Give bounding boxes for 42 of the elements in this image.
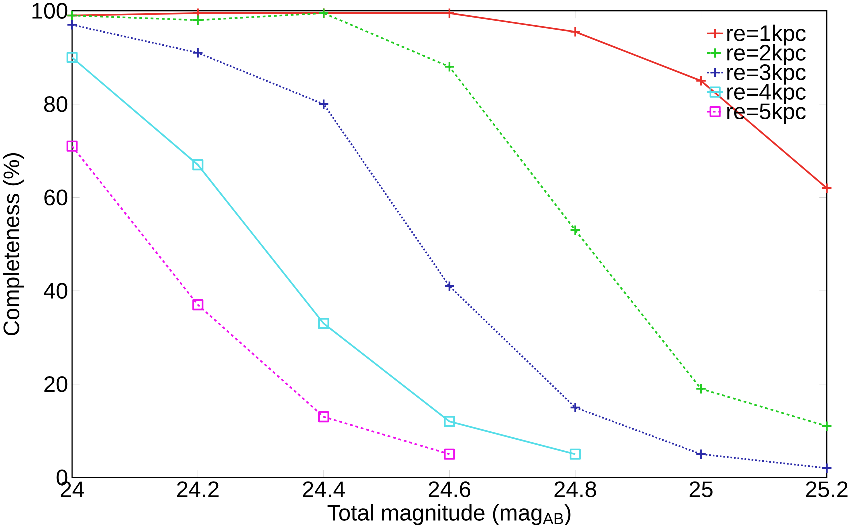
point: [318, 412, 330, 423]
x-tick-label: 24.2: [177, 482, 219, 498]
point: [444, 281, 456, 292]
point: [570, 449, 581, 460]
point: [570, 225, 581, 236]
legend-label: re=3kpc: [728, 64, 806, 86]
point: [444, 8, 456, 20]
y-tick-label: 80: [44, 96, 68, 113]
point: [192, 48, 204, 59]
point: [696, 384, 707, 395]
x-tick-label: 24.6: [428, 482, 471, 498]
point: [570, 402, 581, 414]
point: [444, 416, 456, 428]
x-tick-label: 24.8: [554, 482, 596, 498]
point: [192, 15, 204, 26]
y-tick-label: 60: [44, 190, 68, 206]
point: [822, 183, 833, 194]
y-tick-label: 100: [32, 3, 68, 20]
x-tick-label: 24.4: [303, 482, 346, 498]
point: [66, 141, 78, 152]
point: [444, 62, 456, 73]
y-tick-label: 40: [44, 283, 68, 300]
point: [318, 318, 330, 330]
legend-label: re=1kpc: [728, 25, 806, 46]
point: [696, 449, 707, 460]
x-tick-label: 25.2: [806, 482, 848, 498]
point: [192, 160, 204, 171]
point: [822, 421, 833, 432]
x-tick-label: 25: [690, 482, 713, 498]
point: [66, 52, 78, 64]
x-axis-title: Total magnitude (mag$_{AB}$): [328, 504, 571, 526]
legend-label: re=2kpc: [728, 44, 806, 66]
y-tick-label: 20: [44, 376, 68, 393]
y-axis-title: Completeness (%): [3, 154, 24, 336]
point: [444, 449, 456, 460]
point: [318, 99, 330, 110]
point: [822, 463, 833, 474]
point: [696, 76, 707, 87]
point: [66, 20, 78, 31]
point: [192, 300, 204, 311]
legend-label: re=4kpc: [728, 84, 806, 105]
point: [570, 26, 581, 38]
